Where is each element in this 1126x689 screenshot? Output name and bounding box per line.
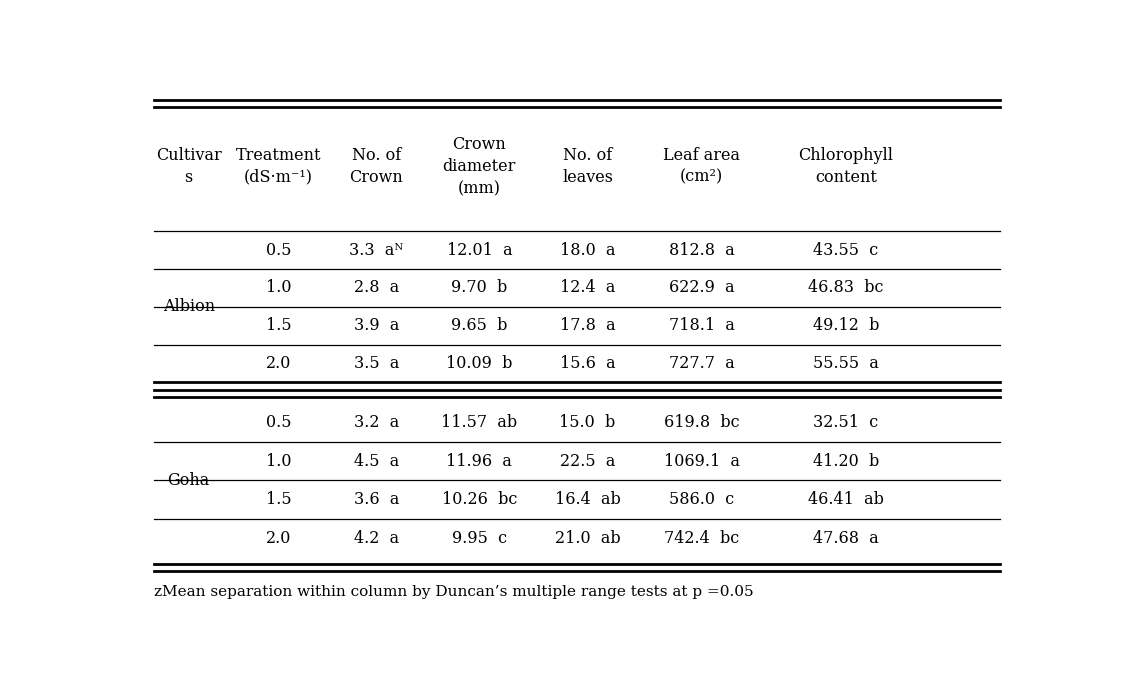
- Text: 41.20  b: 41.20 b: [813, 453, 879, 469]
- Text: 3.5  a: 3.5 a: [354, 355, 399, 372]
- Text: 15.6  a: 15.6 a: [560, 355, 616, 372]
- Text: 1069.1  a: 1069.1 a: [664, 453, 740, 469]
- Text: 43.55  c: 43.55 c: [813, 242, 878, 258]
- Text: 46.83  bc: 46.83 bc: [808, 280, 884, 296]
- Text: 727.7  a: 727.7 a: [669, 355, 735, 372]
- Text: 1.5: 1.5: [266, 491, 292, 508]
- Text: Cultivar
s: Cultivar s: [155, 147, 222, 186]
- Text: 3.3  aᴺ: 3.3 aᴺ: [349, 242, 403, 258]
- Text: 11.96  a: 11.96 a: [446, 453, 512, 469]
- Text: 4.5  a: 4.5 a: [354, 453, 399, 469]
- Text: 2.0: 2.0: [266, 355, 292, 372]
- Text: 12.4  a: 12.4 a: [560, 280, 615, 296]
- Text: 55.55  a: 55.55 a: [813, 355, 878, 372]
- Text: 15.0  b: 15.0 b: [560, 414, 616, 431]
- Text: 17.8  a: 17.8 a: [560, 317, 616, 334]
- Text: 3.9  a: 3.9 a: [354, 317, 399, 334]
- Text: 18.0  a: 18.0 a: [560, 242, 615, 258]
- Text: 619.8  bc: 619.8 bc: [664, 414, 740, 431]
- Text: 12.01  a: 12.01 a: [447, 242, 512, 258]
- Text: Treatment
(dS·m⁻¹): Treatment (dS·m⁻¹): [235, 147, 321, 186]
- Text: 9.65  b: 9.65 b: [452, 317, 508, 334]
- Text: 4.2  a: 4.2 a: [354, 530, 399, 546]
- Text: 1.0: 1.0: [266, 453, 292, 469]
- Text: 49.12  b: 49.12 b: [813, 317, 879, 334]
- Text: 1.5: 1.5: [266, 317, 292, 334]
- Text: 32.51  c: 32.51 c: [813, 414, 878, 431]
- Text: Crown
diameter
(mm): Crown diameter (mm): [443, 136, 516, 197]
- Text: 16.4  ab: 16.4 ab: [555, 491, 620, 508]
- Text: Leaf area
(cm²): Leaf area (cm²): [663, 147, 741, 186]
- Text: 3.2  a: 3.2 a: [354, 414, 399, 431]
- Text: 718.1  a: 718.1 a: [669, 317, 735, 334]
- Text: 46.41  ab: 46.41 ab: [808, 491, 884, 508]
- Text: 21.0  ab: 21.0 ab: [555, 530, 620, 546]
- Text: 9.95  c: 9.95 c: [452, 530, 507, 546]
- Text: 622.9  a: 622.9 a: [669, 280, 734, 296]
- Text: Albion: Albion: [162, 298, 215, 316]
- Text: Chlorophyll
content: Chlorophyll content: [798, 147, 893, 186]
- Text: 9.70  b: 9.70 b: [452, 280, 508, 296]
- Text: 586.0  c: 586.0 c: [669, 491, 734, 508]
- Text: 2.0: 2.0: [266, 530, 292, 546]
- Text: 0.5: 0.5: [266, 414, 292, 431]
- Text: 11.57  ab: 11.57 ab: [441, 414, 518, 431]
- Text: No. of
Crown: No. of Crown: [349, 147, 403, 186]
- Text: No. of
leaves: No. of leaves: [562, 147, 613, 186]
- Text: 812.8  a: 812.8 a: [669, 242, 735, 258]
- Text: 2.8  a: 2.8 a: [354, 280, 399, 296]
- Text: zMean separation within column by Duncan’s multiple range tests at p =0.05: zMean separation within column by Duncan…: [154, 585, 753, 599]
- Text: 3.6  a: 3.6 a: [354, 491, 399, 508]
- Text: 10.26  bc: 10.26 bc: [441, 491, 517, 508]
- Text: 1.0: 1.0: [266, 280, 292, 296]
- Text: Goha: Goha: [168, 472, 209, 489]
- Text: 47.68  a: 47.68 a: [813, 530, 878, 546]
- Text: 0.5: 0.5: [266, 242, 292, 258]
- Text: 742.4  bc: 742.4 bc: [664, 530, 740, 546]
- Text: 22.5  a: 22.5 a: [560, 453, 615, 469]
- Text: 10.09  b: 10.09 b: [446, 355, 512, 372]
